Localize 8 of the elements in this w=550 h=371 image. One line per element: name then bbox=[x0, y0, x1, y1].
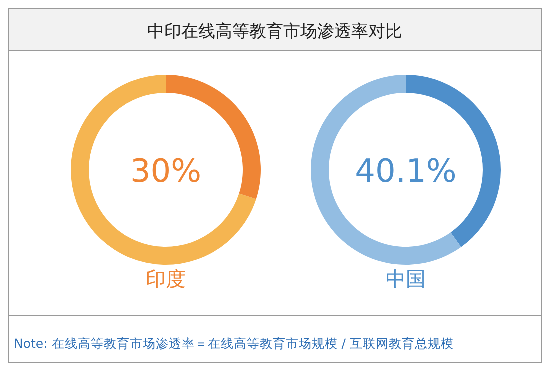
text: 40.1% bbox=[355, 152, 457, 190]
donut-slice bbox=[71, 75, 256, 265]
text: 印度 bbox=[146, 267, 186, 291]
donut-slice bbox=[311, 75, 462, 265]
text: 30% bbox=[130, 152, 202, 190]
chart-title: 中印在线高等教育市场渗透率对比 bbox=[148, 22, 402, 42]
text: Note: 在线高等教育市场渗透率＝在线高等教育市场规模 / 互联网教育总规模 bbox=[14, 336, 454, 351]
text: 中国 bbox=[386, 267, 426, 291]
